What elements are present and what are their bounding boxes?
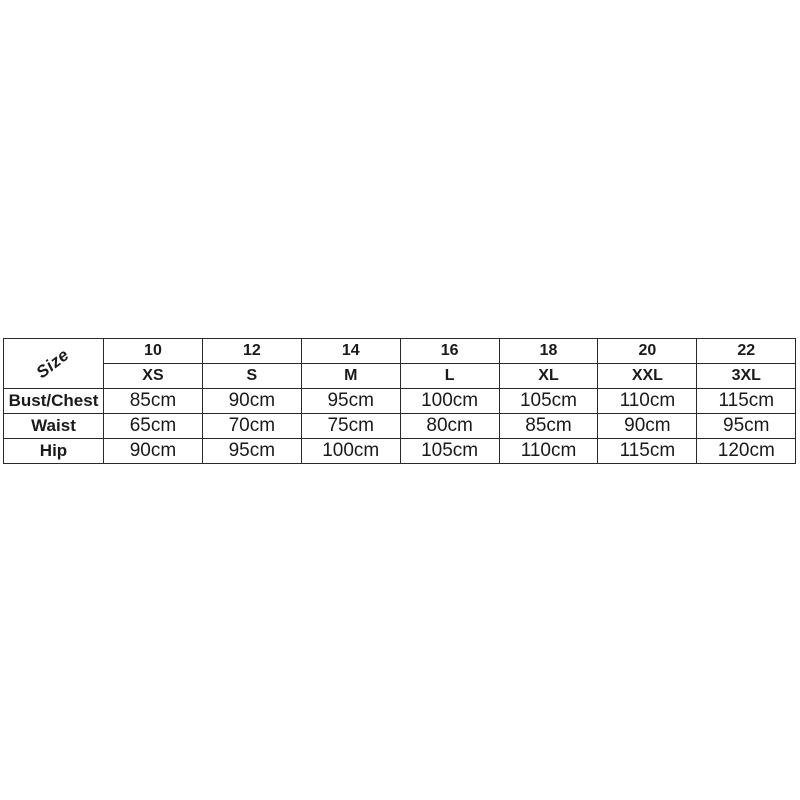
- size-letter-cell-xs: XS: [103, 363, 203, 389]
- measure-value-cell: 115cm: [597, 438, 698, 464]
- measure-value-cell: 90cm: [103, 438, 203, 464]
- size-corner-cell: Size: [3, 338, 104, 389]
- measure-value-cell: 75cm: [300, 413, 401, 439]
- size-number-cell-14: 14: [300, 338, 401, 364]
- size-letter-cell-xl: XL: [498, 363, 599, 389]
- measure-value-cell: 110cm: [597, 388, 698, 414]
- table-row-waist: Waist 65cm 70cm 75cm 80cm 85cm 90cm 95cm: [3, 413, 797, 439]
- measure-value-cell: 120cm: [696, 438, 797, 464]
- size-letter-cell-l: L: [399, 363, 500, 389]
- measure-value-cell: 100cm: [399, 388, 500, 414]
- measure-value-cell: 100cm: [300, 438, 401, 464]
- measure-value-cell: 90cm: [201, 388, 302, 414]
- header-row-numbers: Size 10 12 14 16 18 20 22: [3, 338, 797, 389]
- measure-value-cell: 65cm: [103, 413, 203, 439]
- measure-value-cell: 90cm: [597, 413, 698, 439]
- measure-label-cell: Bust/Chest: [3, 388, 104, 414]
- measure-value-cell: 105cm: [498, 388, 599, 414]
- table-row-bust-chest: Bust/Chest 85cm 90cm 95cm 100cm 105cm 11…: [3, 388, 797, 414]
- size-corner-label: Size: [33, 344, 74, 382]
- size-number-cell-18: 18: [498, 338, 599, 364]
- size-chart-table: Size 10 12 14 16 18 20 22 XS S M L XL XX…: [3, 338, 797, 464]
- measure-value-cell: 85cm: [103, 388, 203, 414]
- measure-label-cell: Waist: [3, 413, 104, 439]
- size-number-cell-20: 20: [597, 338, 698, 364]
- measure-value-cell: 110cm: [498, 438, 599, 464]
- measure-value-cell: 115cm: [696, 388, 797, 414]
- measure-value-cell: 70cm: [201, 413, 302, 439]
- measure-label-cell: Hip: [3, 438, 104, 464]
- size-letter-cell-s: S: [201, 363, 302, 389]
- size-letter-cell-xxl: XXL: [597, 363, 698, 389]
- table-row-hip: Hip 90cm 95cm 100cm 105cm 110cm 115cm 12…: [3, 438, 797, 464]
- size-number-cell-10: 10: [103, 338, 203, 364]
- measure-value-cell: 85cm: [498, 413, 599, 439]
- measure-value-cell: 105cm: [399, 438, 500, 464]
- size-letter-cell-3xl: 3XL: [696, 363, 797, 389]
- measure-value-cell: 95cm: [300, 388, 401, 414]
- measure-value-cell: 80cm: [399, 413, 500, 439]
- size-letter-cell-m: M: [300, 363, 401, 389]
- measure-value-cell: 95cm: [201, 438, 302, 464]
- measure-value-cell: 95cm: [696, 413, 797, 439]
- size-number-cell-22: 22: [696, 338, 797, 364]
- size-number-cell-12: 12: [201, 338, 302, 364]
- size-number-cell-16: 16: [399, 338, 500, 364]
- header-row-letters: XS S M L XL XXL 3XL: [4, 363, 797, 389]
